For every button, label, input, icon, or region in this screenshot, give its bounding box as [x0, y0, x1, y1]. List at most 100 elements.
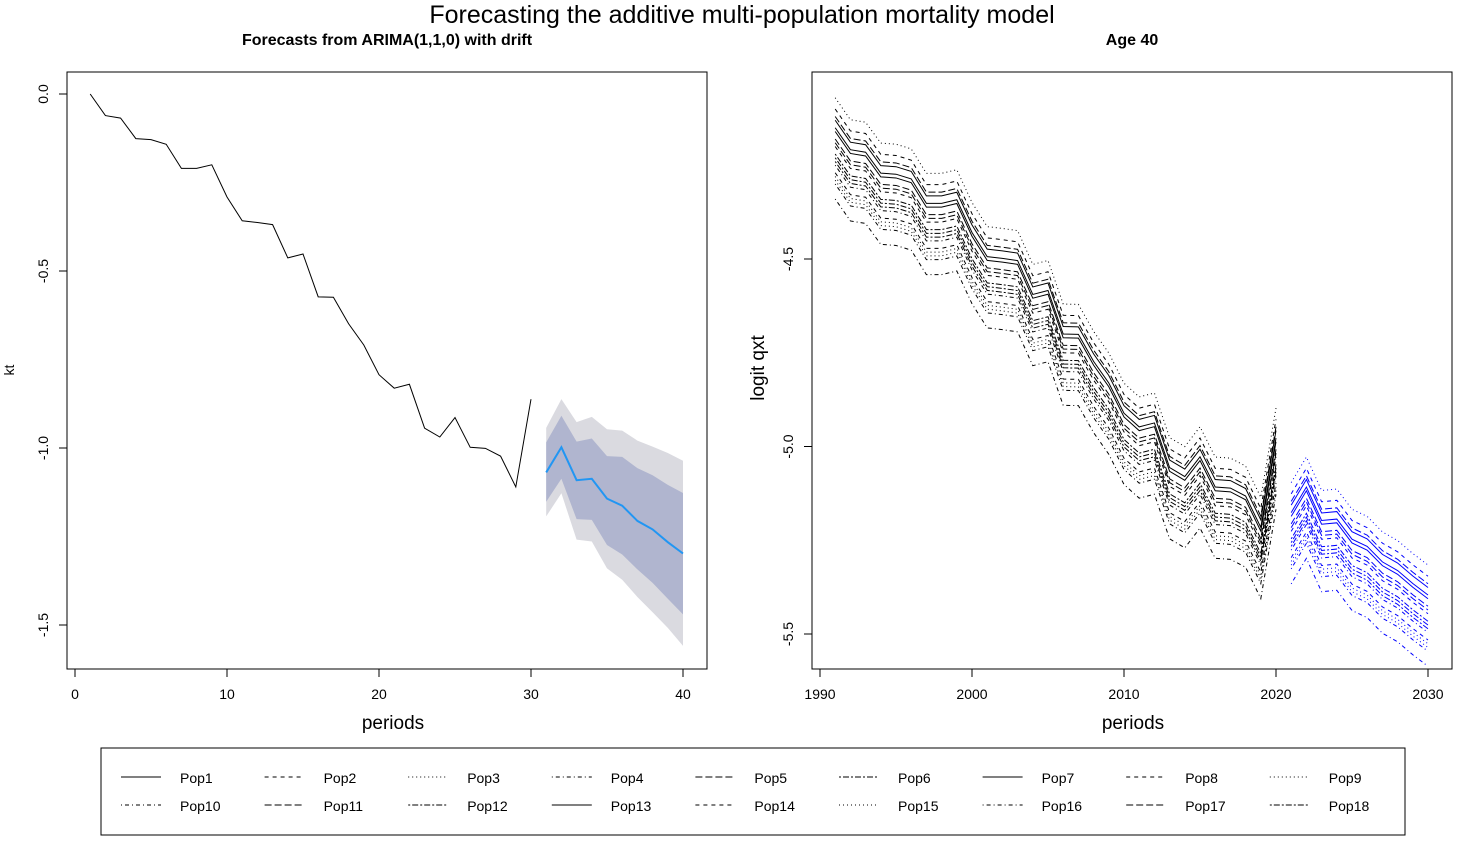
legend-label: Pop6	[898, 770, 931, 786]
legend-item-pop11: Pop11	[264, 798, 364, 814]
prediction-band-80	[546, 415, 683, 615]
main-title: Forecasting the additive multi-populatio…	[429, 1, 1054, 29]
legend-label: Pop18	[1329, 798, 1370, 814]
forecast-line-pop2	[1290, 504, 1429, 615]
history-line-pop6	[834, 153, 1277, 556]
history-line-pop1	[834, 127, 1277, 529]
x-tick-label: 20	[371, 686, 387, 702]
forecast-line-pop14	[1290, 467, 1429, 577]
forecast-line-pop18	[1290, 515, 1429, 626]
legend-label: Pop13	[611, 798, 652, 814]
forecast-line-pop6	[1290, 512, 1429, 622]
left-plot-frame	[66, 71, 708, 670]
forecast-line-pop13	[1290, 489, 1429, 600]
x-tick-label: 2010	[1108, 686, 1139, 702]
history-line-pop3	[834, 97, 1277, 499]
right-plot-frame	[811, 71, 1453, 670]
legend-item-pop13: Pop13	[551, 798, 652, 814]
legend-label: Pop5	[754, 770, 787, 786]
forecast-line-pop12	[1290, 519, 1429, 630]
history-line-pop17	[834, 142, 1277, 544]
legend-label: Pop4	[611, 770, 644, 786]
legend-label: Pop9	[1329, 770, 1362, 786]
legend-label: Pop8	[1185, 770, 1218, 786]
kt-history-line	[89, 93, 532, 489]
history-line-pop5	[834, 138, 1277, 541]
legend-item-pop2: Pop2	[264, 770, 357, 786]
history-line-pop7	[834, 119, 1277, 522]
forecast-line-pop10	[1290, 557, 1429, 667]
legend-label: Pop10	[180, 798, 221, 814]
forecast-line-pop7	[1290, 478, 1429, 588]
y-tick-label: -0.5	[35, 259, 51, 283]
legend-item-pop8: Pop8	[1126, 770, 1218, 786]
kt-forecast-mean-line	[545, 445, 684, 555]
y-tick-label: -5.0	[780, 434, 796, 458]
x-tick-label: 30	[523, 686, 539, 702]
forecast-line-pop5	[1290, 497, 1429, 607]
left-panel: 0 10 20 30 40 0.0 -0.5 -1.0 -1.5 periods kt	[1, 71, 708, 734]
right-panel: 1990 2000 2010 2020 2030 -4.5 -5.0 -5.5 periods…	[748, 71, 1453, 734]
legend-frame	[100, 747, 1406, 836]
legend-label: Pop1	[180, 770, 213, 786]
right-panel-title: Age 40	[1106, 32, 1159, 49]
left-panel-title: Forecasts from ARIMA(1,1,0) with drift	[242, 32, 533, 49]
x-tick-label: 0	[71, 686, 79, 702]
x-tick-label: 2000	[956, 686, 987, 702]
legend-item-pop3: Pop3	[408, 770, 500, 786]
legend: Pop1 Pop2 Pop3 Pop4 Pop5 Pop6 Pop7 Pop8 Pop9 Pop1…	[100, 747, 1406, 836]
forecast-line-pop11	[1290, 474, 1429, 585]
legend-item-pop9: Pop9	[1269, 770, 1362, 786]
right-x-axis-label: periods	[1102, 713, 1164, 734]
forecast-line-pop9	[1290, 538, 1429, 648]
right-y-axis-label: logit qxt	[748, 335, 769, 401]
legend-label: Pop2	[324, 770, 357, 786]
left-y-axis-label: kt	[1, 364, 17, 375]
y-tick-label: -5.5	[780, 622, 796, 646]
x-tick-label: 2020	[1260, 686, 1291, 702]
history-line-pop15	[834, 176, 1277, 578]
history-line-pop4	[834, 164, 1277, 567]
legend-item-pop6: Pop6	[839, 770, 931, 786]
y-tick-label: -1.0	[35, 436, 51, 460]
history-line-pop14	[834, 108, 1277, 511]
x-tick-label: 2030	[1412, 686, 1443, 702]
legend-item-pop16: Pop16	[982, 798, 1083, 814]
legend-item-pop12: Pop12	[408, 798, 508, 814]
legend-item-pop17: Pop17	[1126, 798, 1226, 814]
legend-item-pop5: Pop5	[695, 770, 787, 786]
legend-label: Pop14	[754, 798, 795, 814]
legend-label: Pop3	[467, 770, 500, 786]
forecast-line-pop8	[1290, 530, 1429, 641]
x-tick-label: 1990	[804, 686, 835, 702]
forecast-line-pop15	[1290, 534, 1429, 645]
y-tick-label: -1.5	[35, 613, 51, 637]
legend-item-pop1: Pop1	[121, 770, 213, 786]
forecast-line-pop4	[1290, 523, 1429, 633]
x-tick-label: 10	[219, 686, 235, 702]
forecast-line-pop1	[1290, 485, 1429, 596]
legend-item-pop10: Pop10	[121, 798, 221, 814]
left-x-axis-label: periods	[362, 713, 424, 734]
forecast-line-pop16	[1290, 542, 1429, 652]
legend-item-pop18: Pop18	[1269, 798, 1370, 814]
legend-label: Pop17	[1185, 798, 1226, 814]
history-line-pop9	[834, 179, 1277, 582]
legend-label: Pop11	[324, 798, 364, 814]
history-line-pop13	[834, 131, 1277, 533]
legend-item-pop14: Pop14	[695, 798, 795, 814]
forecast-line-pop17	[1290, 500, 1429, 611]
history-line-pop2	[834, 146, 1277, 548]
history-line-pop10	[834, 198, 1277, 601]
legend-item-pop4: Pop4	[551, 770, 644, 786]
legend-label: Pop7	[1042, 770, 1075, 786]
y-tick-label: 0.0	[35, 84, 51, 104]
legend-label: Pop15	[898, 798, 939, 814]
legend-label: Pop16	[1042, 798, 1083, 814]
legend-item-pop7: Pop7	[982, 770, 1075, 786]
history-line-pop8	[834, 172, 1277, 574]
forecast-line-pop3	[1290, 455, 1429, 566]
history-line-pop12	[834, 161, 1277, 563]
x-tick-label: 40	[675, 686, 691, 702]
